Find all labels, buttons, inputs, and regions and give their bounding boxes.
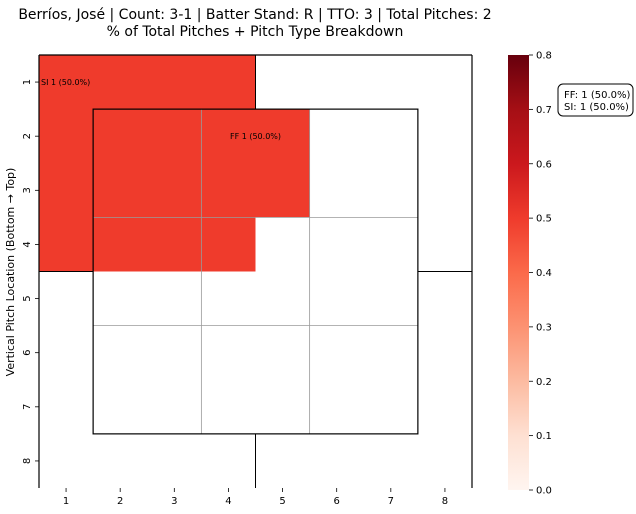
x-axis-ticks: 1 2 3 4 5 6 7 8 [63,488,448,507]
y-axis-label: Vertical Pitch Location (Bottom → Top) [4,168,17,377]
legend-entry-si: SI: 1 (50.0%) [564,102,629,113]
colorbar-tick-label-6: 0.6 [536,159,552,170]
x-tick-label-5: 5 [279,496,285,507]
strike-zone-border [92,108,419,435]
heatmap-cell-labels: SI 1 (50.0%) FF 1 (50.0%) [41,78,281,141]
y-tick-label-7: 7 [22,404,33,410]
y-axis-ticks: 1 2 3 4 5 6 7 8 [22,79,39,464]
pitch-type-legend: FF: 1 (50.0%) SI: 1 (50.0%) [557,83,634,117]
y-tick-label-5: 5 [22,295,33,301]
heatmap-cells [39,55,310,272]
colorbar-tick-label-4: 0.4 [536,268,552,279]
x-tick-label-3: 3 [171,496,177,507]
colorbar-tick-label-5: 0.5 [536,214,552,225]
zone-outlines [38,54,473,488]
y-tick-label-1: 1 [22,79,33,85]
cell-label-ff: FF 1 (50.0%) [230,132,281,141]
x-tick-label-1: 1 [63,496,69,507]
y-tick-label-2: 2 [22,133,33,139]
y-tick-label-6: 6 [22,350,33,356]
colorbar-tick-label-1: 0.1 [536,431,552,442]
x-tick-label-8: 8 [442,496,448,507]
x-tick-label-4: 4 [225,496,231,507]
legend-box [557,83,634,117]
x-tick-label-7: 7 [388,496,394,507]
x-tick-label-2: 2 [117,496,123,507]
colorbar-gradient [508,55,529,490]
colorbar-tick-label-0: 0.0 [536,486,552,497]
legend-entry-ff: FF: 1 (50.0%) [564,90,630,101]
y-tick-label-3: 3 [22,187,33,193]
cell-label-si: SI 1 (50.0%) [41,78,90,87]
colorbar-tick-label-7: 0.7 [536,105,552,116]
colorbar-tick-label-2: 0.2 [536,377,552,388]
chart-title-line1: Berríos, José | Count: 3-1 | Batter Stan… [18,7,491,23]
colorbar-tick-label-8: 0.8 [536,51,552,62]
x-tick-label-6: 6 [334,496,340,507]
chart-title-line2: % of Total Pitches + Pitch Type Breakdow… [107,24,404,40]
colorbar: 0.0 0.1 0.2 0.3 0.4 0.5 0.6 0.7 0.8 [508,51,552,497]
y-tick-label-4: 4 [22,241,33,247]
y-tick-label-8: 8 [22,458,33,464]
colorbar-tick-label-3: 0.3 [536,322,552,333]
heatmap-cell-1 [201,109,310,218]
